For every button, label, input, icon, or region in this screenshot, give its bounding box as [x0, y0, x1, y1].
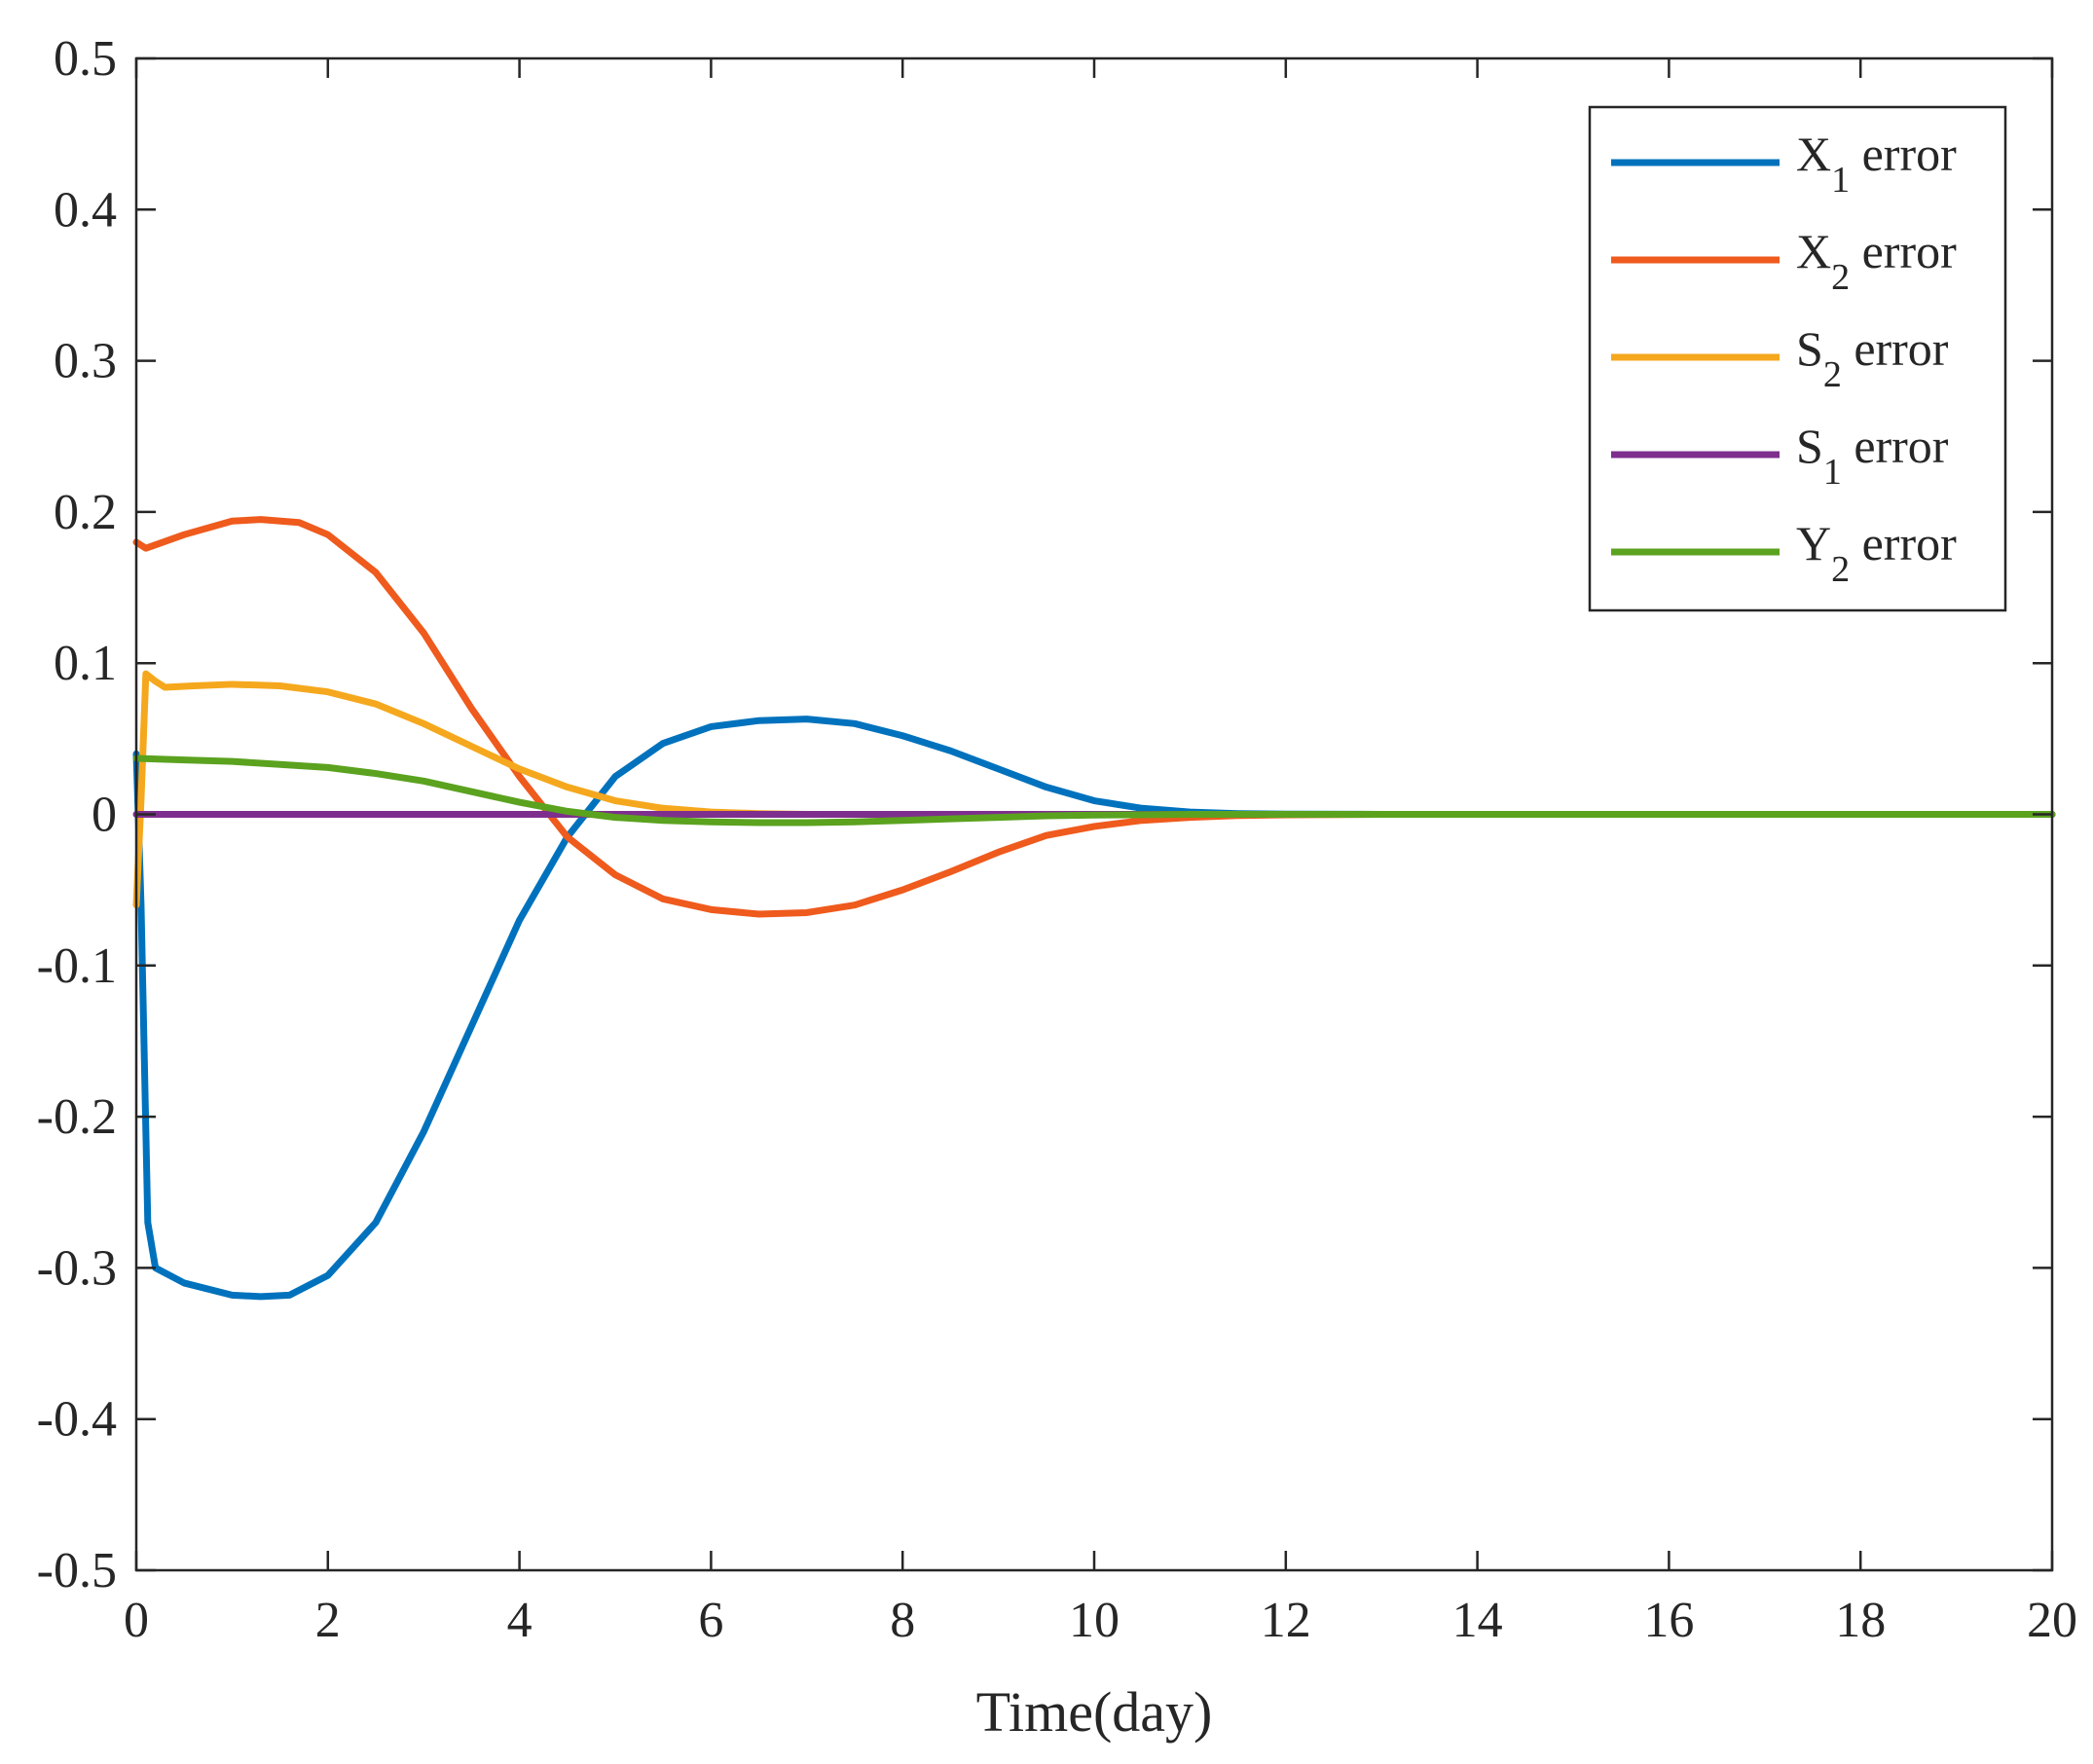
series-line-x2-error [132, 516, 2056, 918]
x-tick-label: 12 [1261, 1593, 1311, 1648]
y-tick-label: 0.5 [54, 31, 117, 87]
y-tick-label: 0.2 [54, 485, 117, 540]
legend-label: Y2 error [1796, 516, 1957, 590]
axes-layer: 0 2 4 6 8 10 12 14 16 18 20 -0.5 -0.4 -0.3 -0.2 -0.1 0 0.… [37, 31, 2077, 1648]
y-tick-label: 0.4 [54, 182, 117, 238]
x-tick-label: 6 [698, 1593, 723, 1648]
x-tick-label: 2 [315, 1593, 341, 1648]
y-tick-label: -0.5 [37, 1543, 117, 1599]
x-tick-label: 4 [507, 1593, 532, 1648]
x-tick-label: 0 [124, 1593, 149, 1648]
y-tick-label: -0.3 [37, 1240, 117, 1296]
y-tick-label: 0.3 [54, 334, 117, 389]
y-tick-label: 0.1 [54, 636, 117, 691]
y-tick-label: 0 [92, 788, 117, 843]
x-tick-label: 14 [1452, 1593, 1503, 1648]
x-tick-label: 18 [1835, 1593, 1886, 1648]
x-tick-label: 16 [1643, 1593, 1694, 1648]
legend-label: X1 error [1796, 127, 1957, 201]
legend-label: S2 error [1796, 321, 1949, 395]
x-axis-title: Time(day) [976, 1680, 1213, 1744]
y-tick-label: -0.2 [37, 1089, 117, 1145]
y-tick-label: -0.1 [37, 938, 117, 994]
x-tick-label: 20 [2027, 1593, 2077, 1648]
legend: X1 error X2 error S2 error S1 error Y2 error [1588, 105, 2007, 612]
y-tick-label: -0.4 [37, 1392, 117, 1448]
series-layer [132, 516, 2056, 1301]
legend-label: X2 error [1796, 224, 1957, 298]
x-tick-label: 10 [1069, 1593, 1120, 1648]
x-tick-label: 8 [890, 1593, 915, 1648]
legend-label: S1 error [1796, 419, 1949, 493]
series-line-y2-error [132, 754, 2056, 827]
